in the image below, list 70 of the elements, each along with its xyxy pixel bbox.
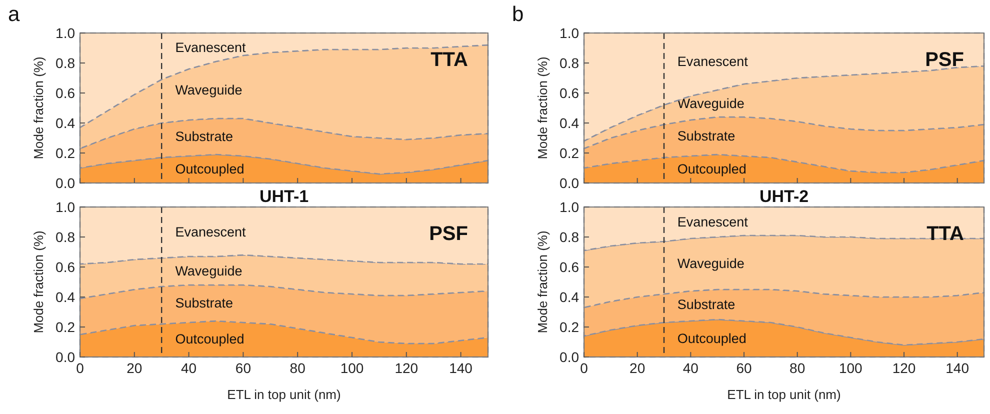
series-label: Evanescent bbox=[677, 54, 748, 70]
y-tick-label: 0.2 bbox=[560, 144, 580, 161]
y-tick-label: 0.4 bbox=[56, 114, 76, 131]
y-tick-label: 0.4 bbox=[56, 288, 76, 305]
x-tick-label: 140 bbox=[449, 360, 473, 376]
y-tick-label: 0.6 bbox=[56, 84, 76, 101]
x-tick-label: 60 bbox=[736, 360, 752, 376]
y-axis-title: Mode fraction (%) bbox=[535, 230, 550, 334]
series-label: Substrate bbox=[175, 296, 233, 311]
x-tick-label: 80 bbox=[790, 360, 806, 376]
y-tick-label: 0.2 bbox=[560, 318, 580, 335]
annotation: PSF bbox=[925, 49, 964, 71]
series-label: Waveguide bbox=[175, 82, 242, 98]
y-tick-label: 0.2 bbox=[56, 318, 76, 335]
y-tick-label: 0.6 bbox=[560, 258, 580, 275]
x-axis-title: ETL in top unit (nm) bbox=[227, 387, 341, 402]
x-axis-title: ETL in top unit (nm) bbox=[727, 387, 841, 402]
y-tick-label: 0.8 bbox=[56, 54, 76, 71]
annotation: TTA bbox=[430, 49, 468, 71]
series-label: Evanescent bbox=[677, 214, 748, 230]
x-tick-label: 120 bbox=[892, 360, 916, 376]
y-tick-label: 1.0 bbox=[560, 24, 580, 41]
text: b bbox=[512, 3, 524, 26]
series-label: Waveguide bbox=[175, 263, 242, 278]
y-tick-label: 0.0 bbox=[560, 174, 580, 191]
chart-title: UHT-1 bbox=[259, 187, 309, 206]
x-tick-label: 20 bbox=[630, 360, 646, 376]
y-tick-label: 0.0 bbox=[56, 348, 76, 365]
series-label: Evanescent bbox=[175, 40, 246, 55]
annotation: TTA bbox=[926, 223, 964, 245]
y-tick-label: 0.6 bbox=[56, 258, 76, 275]
y-tick-label: 0.6 bbox=[560, 84, 580, 101]
series-label: Substrate bbox=[175, 129, 233, 144]
chart-title: UHT-2 bbox=[759, 187, 809, 206]
x-tick-label: 40 bbox=[181, 360, 197, 376]
y-tick-label: 1.0 bbox=[56, 198, 76, 215]
x-tick-label: 140 bbox=[946, 360, 970, 376]
series-label: Outcoupled bbox=[677, 330, 746, 346]
series-label: Outcoupled bbox=[175, 161, 244, 176]
y-tick-label: 0.8 bbox=[56, 228, 76, 245]
x-tick-label: 60 bbox=[235, 360, 252, 376]
series-label: Substrate bbox=[677, 128, 736, 144]
y-axis-title: Mode fraction (%) bbox=[31, 56, 46, 160]
annotation: PSF bbox=[429, 223, 468, 245]
x-tick-label: 100 bbox=[838, 360, 863, 376]
x-tick-label: 100 bbox=[340, 360, 364, 376]
series-label: Waveguide bbox=[677, 96, 744, 112]
series-label: Outcoupled bbox=[677, 161, 746, 176]
text: a bbox=[8, 3, 20, 26]
series-label: Waveguide bbox=[677, 256, 744, 271]
x-tick-label: 0 bbox=[580, 360, 588, 376]
x-tick-label: 120 bbox=[394, 360, 418, 376]
x-tick-label: 40 bbox=[682, 360, 699, 376]
y-tick-label: 0.4 bbox=[560, 288, 580, 305]
y-axis-title: Mode fraction (%) bbox=[535, 56, 550, 160]
y-tick-label: 1.0 bbox=[56, 24, 76, 41]
x-tick-label: 80 bbox=[290, 360, 306, 376]
series-label: Evanescent bbox=[175, 224, 246, 240]
x-tick-label: 0 bbox=[76, 360, 84, 376]
series-label: Substrate bbox=[677, 297, 736, 312]
y-tick-label: 0.4 bbox=[560, 114, 580, 131]
y-tick-label: 0.8 bbox=[560, 54, 580, 71]
y-axis-title: Mode fraction (%) bbox=[31, 230, 46, 334]
y-tick-label: 0.2 bbox=[56, 144, 76, 161]
x-tick-label: 20 bbox=[126, 360, 142, 376]
y-tick-label: 1.0 bbox=[560, 198, 580, 215]
y-tick-label: 0.0 bbox=[56, 174, 76, 191]
series-label: Outcoupled bbox=[175, 332, 244, 347]
y-tick-label: 0.0 bbox=[560, 348, 580, 365]
y-tick-label: 0.8 bbox=[560, 228, 580, 245]
